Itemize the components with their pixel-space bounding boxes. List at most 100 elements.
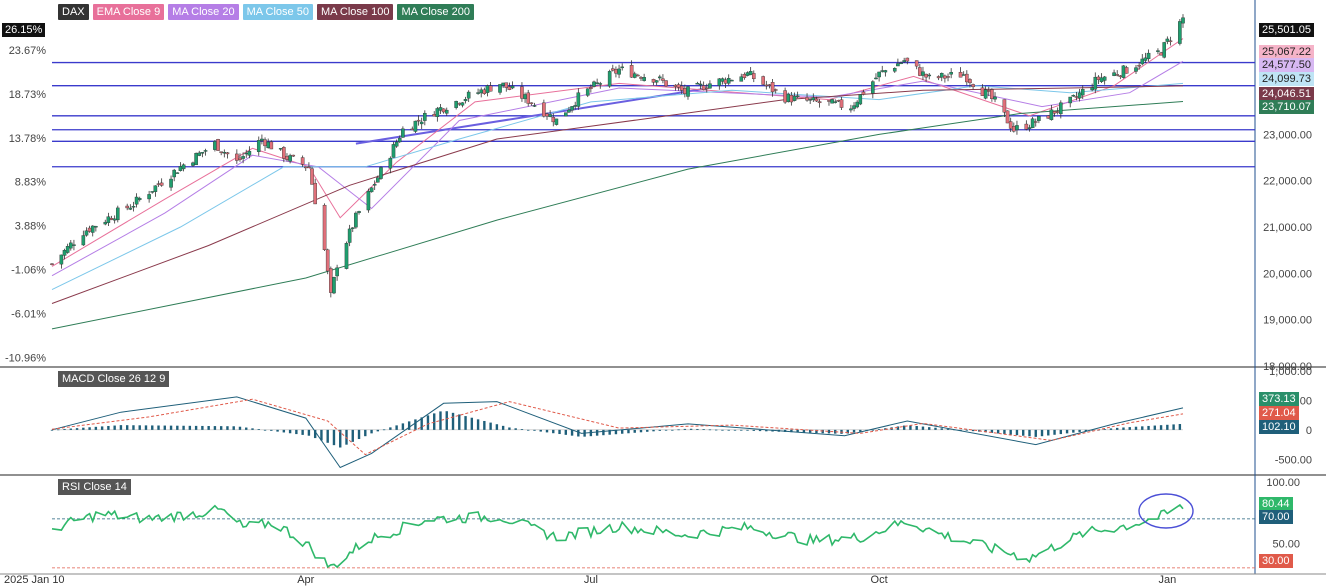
candle-up	[247, 150, 252, 156]
candle-up	[720, 78, 725, 82]
candle-down	[914, 60, 919, 67]
macd-histogram-bar	[1159, 425, 1163, 430]
macd-histogram-bar	[708, 429, 712, 431]
macd-histogram-bar	[527, 429, 530, 431]
candle-up	[657, 76, 662, 79]
macd-histogram-bar	[677, 429, 680, 431]
candle-up	[576, 92, 581, 107]
macd-histogram-bar	[696, 428, 699, 430]
candle-up	[654, 80, 659, 83]
macd-histogram-bar	[389, 427, 392, 430]
candle-down	[836, 100, 841, 102]
macd-histogram-bar	[1028, 429, 1031, 437]
candle-up	[573, 105, 578, 107]
candle-up	[564, 112, 568, 117]
candle-up	[65, 246, 70, 253]
candle-up	[792, 95, 797, 101]
macd-histogram-bar	[88, 427, 91, 430]
candle-down	[676, 84, 681, 88]
macd-histogram-bar	[401, 423, 405, 430]
macd-histogram-bar	[495, 424, 499, 430]
candle-up	[1037, 116, 1041, 121]
candle-up	[147, 194, 151, 200]
candle-down	[125, 205, 129, 209]
macd-histogram-bar	[552, 429, 555, 434]
macd-histogram-bar	[1172, 424, 1175, 430]
candle-up	[902, 60, 906, 63]
legend-item[interactable]: MA Close 20	[168, 4, 239, 20]
macd-histogram-bar	[852, 429, 856, 433]
macd-histogram-bar	[520, 429, 524, 430]
value-tag: 30.00	[1259, 554, 1293, 568]
candle-up	[726, 78, 731, 84]
candle-down	[504, 82, 509, 88]
candle-down	[1046, 115, 1051, 119]
macd-histogram-bar	[357, 429, 361, 440]
legend-item[interactable]: DAX	[58, 4, 89, 20]
price-tick-label: 21,000.00	[1263, 222, 1312, 234]
rsi-tick-label: 100.00	[1266, 477, 1300, 489]
candle-up	[1090, 87, 1094, 91]
macd-histogram-bar	[476, 419, 480, 430]
candle-down	[723, 79, 728, 84]
macd-histogram-bar	[351, 429, 354, 442]
candle-up	[106, 216, 111, 223]
candle-down	[235, 153, 239, 161]
candle-down	[1159, 52, 1163, 56]
macd-histogram-bar	[276, 429, 279, 432]
candle-down	[410, 128, 415, 131]
candle-down	[482, 89, 487, 94]
macd-histogram-bar	[232, 426, 235, 430]
legend-item[interactable]: MA Close 50	[242, 4, 313, 20]
candle-up	[849, 108, 853, 111]
value-tag: 25,067.22	[1259, 45, 1314, 59]
macd-histogram-bar	[407, 421, 411, 430]
macd-histogram-bar	[514, 428, 517, 430]
macd-histogram-bar	[1009, 429, 1012, 435]
macd-histogram-bar	[971, 429, 975, 432]
legend-item[interactable]: EMA Close 9	[92, 4, 165, 20]
candle-up	[128, 207, 133, 210]
macd-histogram-bar	[132, 425, 135, 430]
rsi-pane-label[interactable]: RSI Close 14	[58, 479, 131, 495]
macd-histogram-bar	[433, 413, 436, 430]
candle-up	[350, 227, 355, 229]
candle-down	[1168, 40, 1173, 42]
candle-up	[498, 84, 502, 93]
candle-up	[811, 97, 816, 101]
candle-up	[858, 94, 863, 105]
macd-histogram-bar	[1178, 424, 1182, 430]
macd-histogram-bar	[144, 425, 148, 430]
candle-up	[554, 118, 559, 125]
candle-up	[435, 108, 440, 118]
candle-up	[786, 93, 791, 102]
macd-histogram-bar	[577, 429, 580, 437]
candle-up	[131, 205, 136, 208]
macd-histogram-bar	[75, 428, 79, 430]
candle-up	[1146, 52, 1151, 60]
candle-down	[1118, 75, 1123, 77]
candle-up	[335, 267, 339, 277]
candle-up	[1162, 42, 1167, 58]
candle-up	[1112, 72, 1116, 76]
macd-histogram-bar	[1084, 429, 1088, 432]
candle-down	[958, 71, 963, 78]
candle-up	[137, 198, 142, 200]
candle-up	[197, 152, 202, 156]
macd-histogram-bar	[1134, 426, 1138, 430]
macd-histogram-bar	[758, 429, 762, 432]
macd-pane-label[interactable]: MACD Close 26 12 9	[58, 371, 170, 387]
macd-histogram-bar	[257, 429, 260, 430]
macd-histogram-bar	[702, 429, 705, 430]
candle-up	[391, 144, 396, 158]
candle-down	[861, 91, 866, 95]
macd-histogram-bar	[564, 429, 568, 435]
macd-histogram-bar	[940, 428, 943, 430]
candle-up	[620, 66, 624, 69]
macd-histogram-bar	[671, 429, 674, 431]
macd-histogram-bar	[859, 429, 862, 432]
candle-up	[344, 242, 349, 269]
legend-item[interactable]: MA Close 200	[397, 4, 474, 20]
legend-item[interactable]: MA Close 100	[316, 4, 394, 20]
candle-up	[354, 212, 358, 228]
